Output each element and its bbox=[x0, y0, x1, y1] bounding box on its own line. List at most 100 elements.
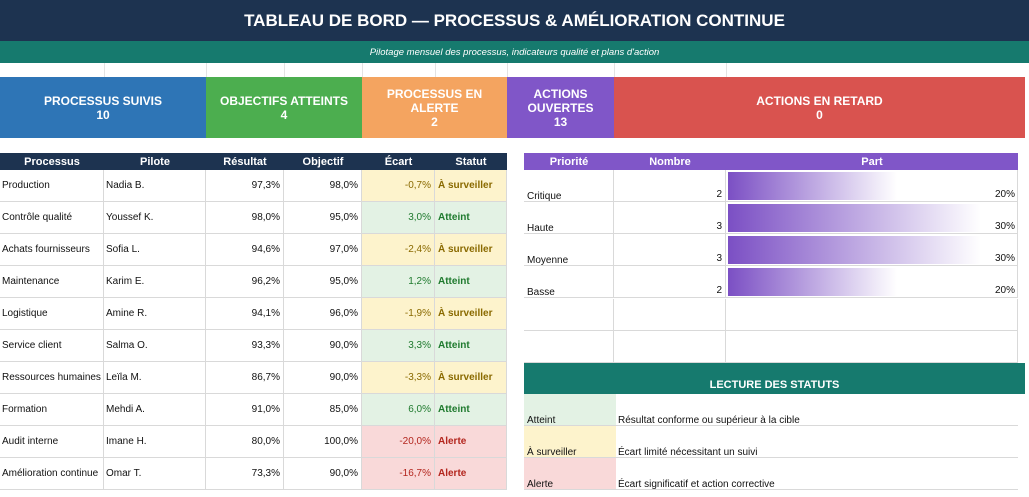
table-cell-objectif: 96,0% bbox=[284, 298, 362, 330]
priority-share-value: 20% bbox=[994, 189, 1015, 200]
col-header-pilote: Pilote bbox=[104, 153, 206, 170]
kpi-actions-ouvertes: ACTIONS OUVERTES 13 bbox=[507, 77, 614, 138]
table-cell-pilote: Mehdi A. bbox=[104, 394, 206, 426]
table-cell-processus: Formation bbox=[0, 394, 104, 426]
col-header-objectif: Objectif bbox=[284, 153, 362, 170]
table-cell-ecart: -3,3% bbox=[362, 362, 435, 394]
legend-description: Écart significatif et action corrective bbox=[616, 458, 1018, 490]
kpi-label: ACTIONS OUVERTES bbox=[527, 86, 594, 115]
table-cell-resultat: 94,6% bbox=[206, 234, 284, 266]
legend-description: Résultat conforme ou supérieur à la cibl… bbox=[616, 394, 1018, 426]
kpi-label: PROCESSUS SUIVIS bbox=[43, 93, 163, 108]
priority-share-cell bbox=[726, 202, 1018, 234]
priority-share-cell bbox=[726, 234, 1018, 266]
table-cell-pilote: Nadia B. bbox=[104, 170, 206, 202]
priority-share-value: 30% bbox=[994, 221, 1015, 232]
grid-line bbox=[104, 63, 105, 77]
priority-share-bar bbox=[728, 268, 897, 296]
kpi-processus-suivis: PROCESSUS SUIVIS 10 bbox=[0, 77, 206, 138]
table-cell-ecart: -0,7% bbox=[362, 170, 435, 202]
table-cell-processus: Maintenance bbox=[0, 266, 104, 298]
col-header-part: Part bbox=[726, 153, 1018, 170]
priority-share-bar bbox=[728, 204, 981, 232]
table-cell-pilote: Omar T. bbox=[104, 458, 206, 490]
grid-line bbox=[614, 63, 615, 77]
priority-share-bar bbox=[728, 172, 897, 200]
table-cell-resultat: 86,7% bbox=[206, 362, 284, 394]
table-cell-ecart: -1,9% bbox=[362, 298, 435, 330]
priority-share-value: 30% bbox=[994, 253, 1015, 264]
table-cell-ecart: 3,3% bbox=[362, 330, 435, 362]
legend-title: LECTURE DES STATUTS bbox=[524, 363, 1025, 394]
table-cell-pilote: Leïla M. bbox=[104, 362, 206, 394]
empty-cell bbox=[614, 299, 726, 331]
dashboard-subtitle: Pilotage mensuel des processus, indicate… bbox=[0, 41, 1029, 63]
col-header-priorite: Priorité bbox=[524, 153, 614, 170]
legend-status: Alerte bbox=[524, 458, 616, 490]
kpi-label: OBJECTIFS ATTEINTS bbox=[219, 93, 348, 108]
table-cell-objectif: 100,0% bbox=[284, 426, 362, 458]
table-cell-objectif: 97,0% bbox=[284, 234, 362, 266]
table-cell-statut: Atteint bbox=[435, 202, 507, 234]
priority-count: 2 bbox=[614, 170, 726, 202]
table-cell-processus: Contrôle qualité bbox=[0, 202, 104, 234]
kpi-objectifs-atteints: OBJECTIFS ATTEINTS 4 bbox=[206, 77, 362, 138]
table-cell-objectif: 85,0% bbox=[284, 394, 362, 426]
table-cell-ecart: -20,0% bbox=[362, 426, 435, 458]
table-cell-pilote: Karim E. bbox=[104, 266, 206, 298]
table-cell-resultat: 73,3% bbox=[206, 458, 284, 490]
kpi-processus-en-alerte: PROCESSUS EN ALERTE 2 bbox=[362, 77, 507, 138]
table-cell-objectif: 90,0% bbox=[284, 362, 362, 394]
table-cell-resultat: 91,0% bbox=[206, 394, 284, 426]
table-cell-pilote: Amine R. bbox=[104, 298, 206, 330]
priority-share-bar bbox=[728, 236, 981, 264]
table-cell-objectif: 90,0% bbox=[284, 330, 362, 362]
priority-count: 2 bbox=[614, 266, 726, 298]
table-cell-pilote: Salma O. bbox=[104, 330, 206, 362]
col-header-resultat: Résultat bbox=[206, 153, 284, 170]
table-cell-pilote: Imane H. bbox=[104, 426, 206, 458]
grid-line bbox=[435, 63, 436, 77]
grid-line bbox=[206, 63, 207, 77]
kpi-value: 10 bbox=[96, 107, 110, 122]
table-cell-resultat: 93,3% bbox=[206, 330, 284, 362]
table-cell-resultat: 97,3% bbox=[206, 170, 284, 202]
empty-cell bbox=[726, 331, 1018, 363]
table-cell-processus: Logistique bbox=[0, 298, 104, 330]
table-cell-resultat: 94,1% bbox=[206, 298, 284, 330]
empty-cell bbox=[614, 331, 726, 363]
col-header-ecart: Écart bbox=[362, 153, 435, 170]
table-cell-objectif: 98,0% bbox=[284, 170, 362, 202]
grid-line bbox=[362, 63, 363, 77]
grid-line bbox=[284, 63, 285, 77]
table-cell-processus: Ressources humaines bbox=[0, 362, 104, 394]
kpi-label: PROCESSUS EN ALERTE bbox=[386, 86, 483, 115]
table-cell-statut: À surveiller bbox=[435, 234, 507, 266]
priority-label: Basse bbox=[524, 266, 614, 298]
col-header-processus: Processus bbox=[0, 153, 104, 170]
priority-share-cell bbox=[726, 170, 1018, 202]
priority-label: Moyenne bbox=[524, 234, 614, 266]
table-cell-statut: À surveiller bbox=[435, 170, 507, 202]
priority-share-cell bbox=[726, 266, 1018, 298]
kpi-label: ACTIONS EN RETARD bbox=[756, 93, 883, 108]
table-cell-ecart: -16,7% bbox=[362, 458, 435, 490]
table-cell-objectif: 95,0% bbox=[284, 202, 362, 234]
empty-cell bbox=[726, 299, 1018, 331]
priority-label: Critique bbox=[524, 170, 614, 202]
table-cell-resultat: 98,0% bbox=[206, 202, 284, 234]
dashboard-title: TABLEAU DE BORD — PROCESSUS & AMÉLIORATI… bbox=[0, 0, 1029, 41]
table-cell-objectif: 95,0% bbox=[284, 266, 362, 298]
kpi-value: 4 bbox=[280, 107, 288, 122]
table-cell-ecart: 1,2% bbox=[362, 266, 435, 298]
priority-label: Haute bbox=[524, 202, 614, 234]
priority-share-value: 20% bbox=[994, 285, 1015, 296]
priority-count: 3 bbox=[614, 234, 726, 266]
col-header-nombre: Nombre bbox=[614, 153, 726, 170]
table-cell-resultat: 96,2% bbox=[206, 266, 284, 298]
table-cell-ecart: 6,0% bbox=[362, 394, 435, 426]
kpi-value: 0 bbox=[816, 107, 823, 122]
kpi-actions-en-retard: ACTIONS EN RETARD 0 bbox=[614, 77, 1025, 138]
table-cell-statut: Atteint bbox=[435, 394, 507, 426]
table-cell-resultat: 80,0% bbox=[206, 426, 284, 458]
